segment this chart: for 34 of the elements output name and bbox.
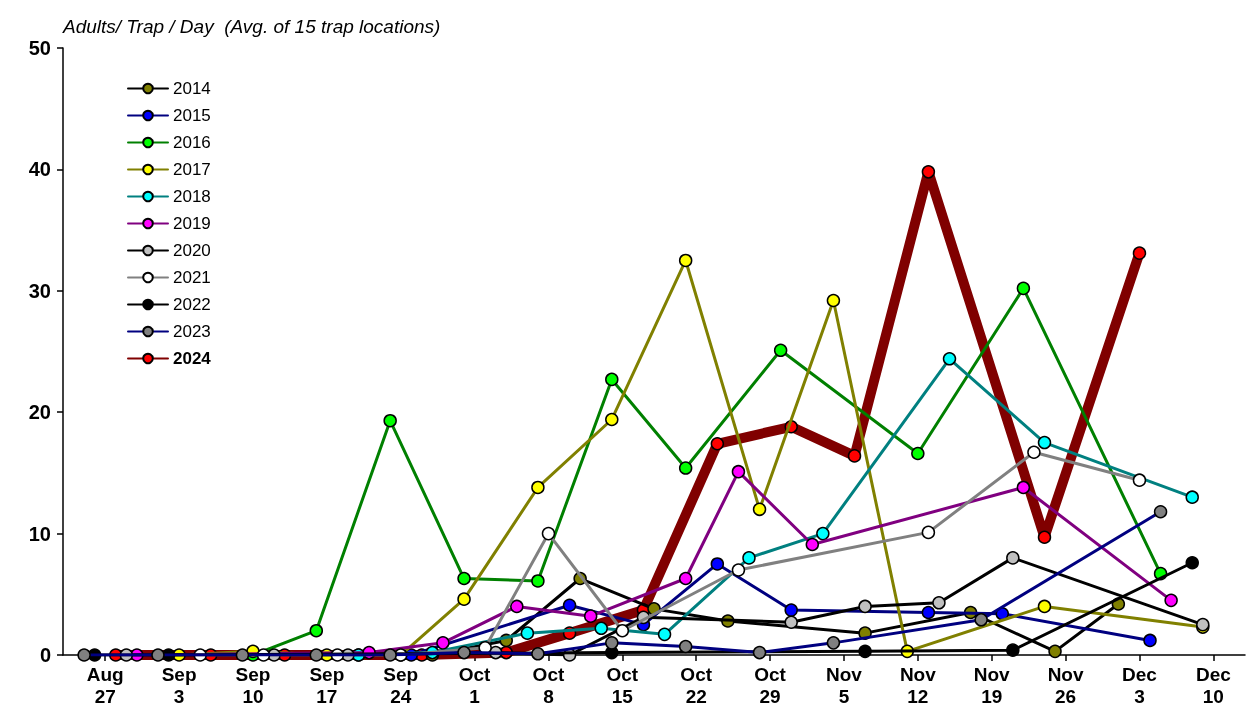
legend-label: 2022 [173, 295, 211, 314]
y-tick-label: 10 [28, 522, 51, 545]
legend-label: 2020 [173, 241, 211, 260]
legend-label: 2019 [173, 214, 211, 233]
legend-label: 2018 [173, 187, 211, 206]
x-tick-label: Sep 17 [309, 663, 345, 707]
y-tick-label: 0 [39, 644, 51, 666]
x-tick-label: Nov 26 [1047, 663, 1084, 707]
x-tick-label: Nov 19 [973, 663, 1011, 707]
x-tick-label: Dec 10 [1195, 663, 1232, 707]
x-tick-label: Sep 3 [161, 663, 197, 707]
legend-label: 2015 [173, 106, 211, 125]
x-tick-label: Oct 1 [458, 663, 492, 707]
x-tick-label: Nov 12 [899, 663, 937, 707]
x-tick-label: Aug 27 [86, 663, 124, 707]
x-tick-label: Sep 10 [235, 663, 271, 707]
legend-label: 2023 [173, 322, 211, 341]
y-tick-label: 50 [28, 37, 51, 59]
x-tick-label: Dec 3 [1122, 663, 1158, 707]
x-tick-label: Oct 22 [680, 663, 713, 707]
x-tick-label: Oct 29 [754, 663, 787, 707]
x-tick-label: Oct 8 [532, 663, 565, 707]
legend-label: 2024 [173, 349, 212, 368]
y-axis-title: Adults/ Trap / Day (Avg. of 15 trap locations) [62, 16, 441, 37]
y-tick-label: 40 [28, 158, 51, 181]
x-tick-label: Oct 15 [606, 663, 639, 707]
legend-label: 2017 [173, 160, 211, 179]
y-tick-label: 20 [28, 401, 51, 424]
x-tick-label: Nov 5 [826, 663, 863, 707]
x-tick-label: Sep 24 [383, 663, 419, 707]
y-tick-label: 30 [28, 279, 51, 302]
legend-label: 2016 [173, 133, 211, 152]
legend-label: 2014 [173, 79, 211, 98]
legend-label: 2021 [173, 268, 211, 287]
